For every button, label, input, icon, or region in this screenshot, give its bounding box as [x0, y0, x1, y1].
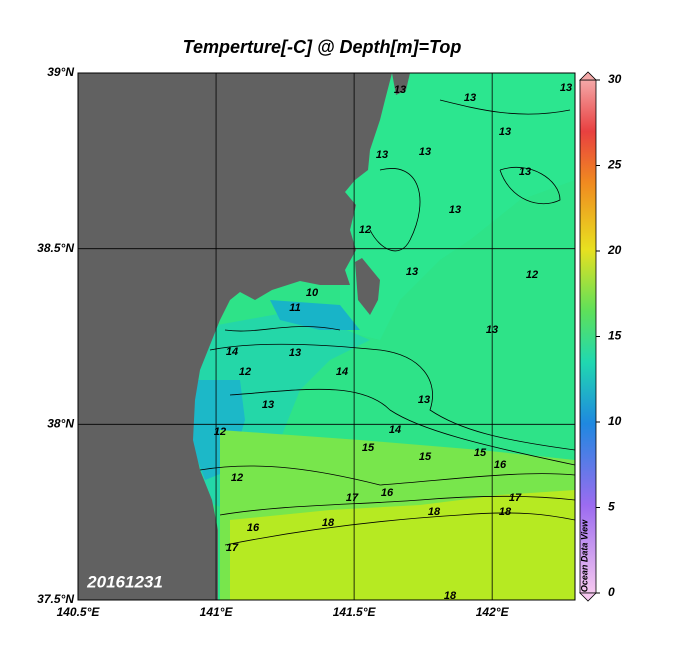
colorbar-label: 5 — [608, 500, 615, 514]
contour-label: 18 — [322, 517, 335, 529]
warmest-water — [230, 490, 575, 600]
x-tick-label: 141.5°E — [333, 605, 377, 619]
contour-label: 15 — [419, 451, 432, 463]
x-tick-label: 140.5°E — [57, 605, 101, 619]
colorbar-label: 30 — [608, 72, 622, 86]
contour-label: 13 — [519, 166, 531, 178]
contour-label: 14 — [226, 346, 238, 358]
contour-label: 13 — [289, 347, 301, 359]
contour-label: 10 — [306, 287, 319, 299]
contour-label: 11 — [289, 302, 300, 314]
contour-label: 14 — [389, 424, 401, 436]
contour-label: 12 — [526, 269, 538, 281]
contour-label: 13 — [449, 204, 461, 216]
land — [78, 73, 392, 600]
contour-label: 13 — [394, 84, 406, 96]
contour-label: 18 — [499, 506, 512, 518]
watermark: Ocean Data View — [579, 519, 589, 592]
contour-label: 12 — [214, 426, 226, 438]
date-label: 20161231 — [86, 572, 163, 591]
contour-label: 12 — [239, 366, 251, 378]
x-tick-label: 141°E — [200, 605, 234, 619]
colorbar-label: 0 — [608, 585, 615, 599]
contour-label: 13 — [560, 82, 572, 94]
contour-label: 17 — [509, 492, 522, 504]
contour-label: 15 — [474, 447, 487, 459]
contour-label: 13 — [262, 399, 274, 411]
contour-label: 13 — [464, 92, 476, 104]
y-tick-label: 38°N — [47, 417, 74, 431]
y-tick-label: 38.5°N — [37, 241, 74, 255]
headland — [392, 73, 410, 95]
ocean-band — [340, 73, 575, 340]
colorbar — [579, 79, 597, 594]
contour-label: 13 — [406, 266, 418, 278]
contour-label: 16 — [247, 522, 260, 534]
contour-label: 13 — [499, 126, 511, 138]
colorbar-top — [579, 71, 597, 81]
contour-label: 15 — [362, 442, 375, 454]
contours — [199, 99, 575, 546]
x-tick-label: 142°E — [476, 605, 510, 619]
colorbar-label: 20 — [607, 243, 622, 257]
colorbar-label: 15 — [608, 329, 622, 343]
peninsula — [355, 258, 380, 315]
contour-label: 12 — [359, 224, 371, 236]
contour-label: 17 — [226, 542, 239, 554]
contour-label: 12 — [231, 472, 243, 484]
contour-label: 18 — [444, 590, 457, 602]
contour-label: 13 — [376, 149, 388, 161]
contour-label: 16 — [381, 487, 394, 499]
y-tick-label: 37.5°N — [37, 592, 74, 606]
contour-label: 18 — [428, 506, 441, 518]
colorbar-bottom — [579, 592, 597, 602]
contour-label: 16 — [494, 459, 507, 471]
cold-bay — [270, 300, 360, 330]
colorbar-label: 10 — [608, 414, 622, 428]
y-tick-label: 39°N — [47, 65, 74, 79]
colorbar-label: 25 — [607, 158, 622, 172]
contour-label: 14 — [336, 366, 348, 378]
contour-label: 17 — [346, 492, 359, 504]
contour-label: 13 — [418, 394, 430, 406]
map-title: Temperture[-C] @ Depth[m]=Top — [183, 37, 462, 57]
contour-label: 13 — [486, 324, 498, 336]
contour-label: 13 — [419, 146, 431, 158]
